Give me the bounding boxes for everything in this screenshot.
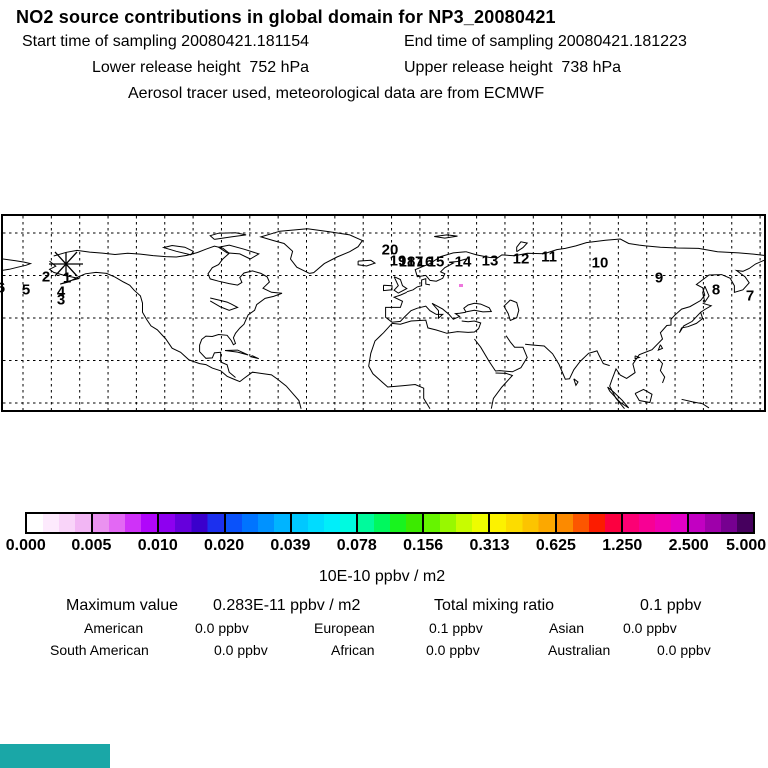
- end-time-text: End time of sampling 20080421.181223: [404, 33, 687, 50]
- colorbar-segment: [554, 514, 621, 532]
- trajectory-label-5: 5: [21, 281, 31, 299]
- colorbar-tick-label: 5.000: [726, 537, 767, 554]
- trajectory-label-2: 2: [41, 268, 51, 286]
- colorbar-segment: [620, 514, 687, 532]
- colorbar-segment: [422, 514, 489, 532]
- trajectory-label-19: 19: [389, 252, 407, 270]
- colorbar-segment: [289, 514, 356, 532]
- region-name: European: [314, 620, 375, 636]
- colorbar-tick-label: 0.625: [535, 537, 576, 554]
- colorbar-tick-label: 0.078: [336, 537, 377, 554]
- region-name: South American: [50, 642, 149, 658]
- region-value: 0.0 ppbv: [195, 620, 249, 636]
- region-value: 0.0 ppbv: [657, 642, 711, 658]
- region-value: 0.0 ppbv: [623, 620, 677, 636]
- trajectory-label-15: 15: [427, 253, 445, 271]
- world-map: 1 2 3 4 5 6 7 8 9 10 11 12 13 14 15 16 17 18 19 20: [0, 214, 766, 412]
- trajectory-label-12: 12: [512, 250, 530, 268]
- colorbar-tick-label: 0.313: [469, 537, 510, 554]
- trajectory-label-18: 18: [398, 253, 416, 271]
- colorbar-unit-label: 10E-10 ppbv / m2: [318, 568, 446, 585]
- colorbar-tick-label: 0.039: [270, 537, 311, 554]
- colorbar-segment: [355, 514, 423, 532]
- colorbar-segment: [686, 514, 754, 532]
- colorbar-tick-label: 0.010: [137, 537, 178, 554]
- max-concentration-cell: [459, 284, 463, 287]
- maximum-label: Maximum value: [66, 597, 179, 614]
- page-title: NO2 source contributions in global domai…: [16, 7, 556, 27]
- tracer-note-text: Aerosol tracer used, meteorological data…: [128, 85, 545, 102]
- trajectory-label-11: 11: [541, 248, 557, 266]
- region-name: Asian: [549, 620, 585, 636]
- trajectory-label-13: 13: [481, 252, 499, 270]
- region-value: 0.0 ppbv: [214, 642, 268, 658]
- region-name: African: [331, 642, 375, 658]
- footer-accent-bar: [0, 744, 110, 768]
- colorbar-tick-label: 2.500: [668, 537, 709, 554]
- colorbar-segment: [91, 514, 158, 532]
- region-value: 0.1 ppbv: [429, 620, 483, 636]
- trajectory-label-14: 14: [454, 253, 472, 271]
- colorbar-segment: [223, 514, 290, 532]
- trajectory-label-9: 9: [654, 269, 664, 287]
- colorbar: [25, 512, 755, 534]
- trajectory-label-17: 17: [406, 253, 424, 271]
- colorbar-segment: [488, 514, 555, 532]
- colorbar-segment: [27, 514, 92, 532]
- map-graphic: [3, 216, 764, 410]
- release-point-marker: [49, 251, 83, 277]
- total-mixing-ratio-value: 0.1 ppbv: [640, 597, 702, 614]
- colorbar-tick-label: 0.005: [71, 537, 112, 554]
- trajectory-label-16: 16: [416, 253, 434, 271]
- colorbar-tick-label: 0.000: [5, 537, 46, 554]
- lower-release-text: Lower release height 752 hPa: [92, 59, 310, 76]
- trajectory-label-10: 10: [591, 254, 609, 272]
- trajectory-label-20: 20: [381, 241, 399, 259]
- trajectory-label-6: 6: [0, 279, 6, 297]
- colorbar-tick-label: 1.250: [602, 537, 643, 554]
- trajectory-label-1: 1: [62, 269, 72, 287]
- trajectory-label-3: 3: [56, 291, 66, 309]
- colorbar-tick-label: 0.156: [403, 537, 444, 554]
- trajectory-label-8: 8: [711, 281, 721, 299]
- colorbar-segment: [157, 514, 224, 532]
- trajectory-label-4: 4: [56, 283, 66, 301]
- trajectory-label-7: 7: [745, 287, 755, 305]
- region-value: 0.0 ppbv: [426, 642, 480, 658]
- region-name: American: [84, 620, 144, 636]
- colorbar-tick-label: 0.020: [204, 537, 245, 554]
- upper-release-text: Upper release height 738 hPa: [404, 59, 622, 76]
- maximum-value: 0.283E-11 ppbv / m2: [213, 597, 361, 614]
- start-time-text: Start time of sampling 20080421.181154: [22, 33, 310, 50]
- total-mixing-ratio-label: Total mixing ratio: [434, 597, 555, 614]
- region-name: Australian: [548, 642, 611, 658]
